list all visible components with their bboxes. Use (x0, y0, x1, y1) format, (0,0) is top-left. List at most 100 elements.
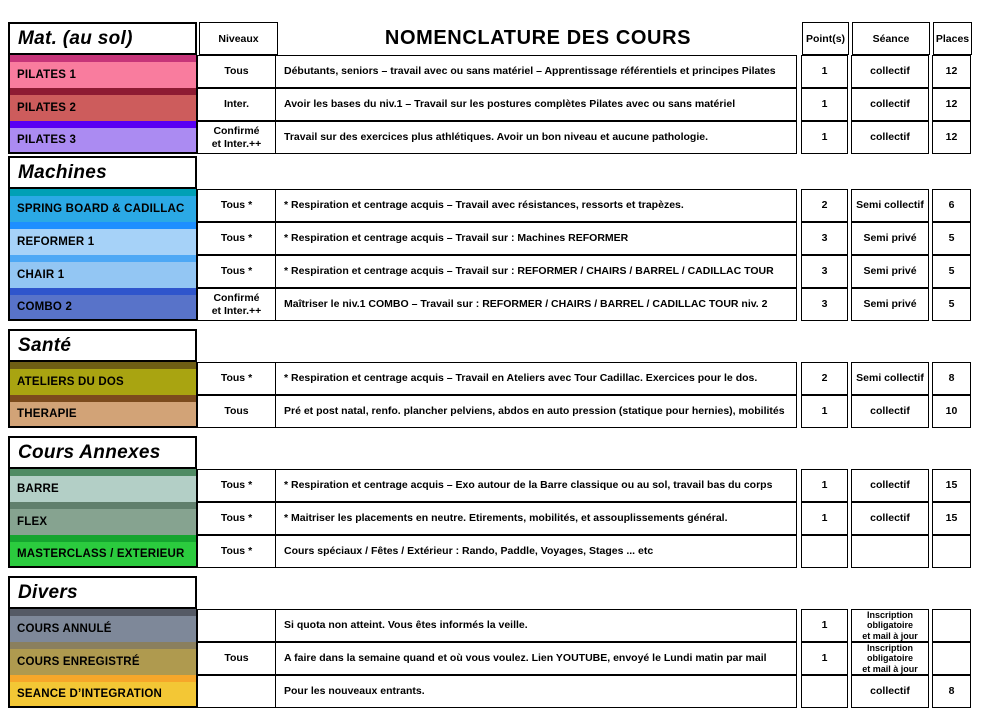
course-row: CHAIR 1 Tous * * Respiration et centrage a… (8, 255, 985, 288)
course-name: BARRE (17, 483, 59, 495)
course-label-cell: ATELIERS DU DOS (8, 362, 197, 395)
course-label-cell: PILATES 1 (8, 55, 197, 88)
course-level: Tous * (197, 469, 276, 502)
color-strip (10, 535, 196, 542)
course-row: SEANCE D’INTEGRATION Pour les nouveaux en… (8, 675, 985, 708)
course-level: Tous * (197, 535, 276, 568)
course-name: REFORMER 1 (17, 236, 95, 248)
color-strip (10, 502, 196, 509)
course-name: ATELIERS DU DOS (17, 376, 124, 388)
color-strip (10, 121, 196, 128)
course-places: 8 (932, 362, 971, 395)
course-description: Si quota non atteint. Vous êtes informés… (275, 609, 797, 642)
course-level: Tous (197, 55, 276, 88)
course-row: FLEX Tous * * Maitriser les placements en … (8, 502, 985, 535)
course-level: Tous * (197, 502, 276, 535)
course-label-cell: SEANCE D’INTEGRATION (8, 675, 197, 708)
course-label-cell: REFORMER 1 (8, 222, 197, 255)
course-row: COURS ANNULÉ Si quota non atteint. Vous ê… (8, 609, 985, 642)
course-level: Tous (197, 642, 276, 675)
course-description: A faire dans la semaine quand et où vous… (275, 642, 797, 675)
course-description: Pré et post natal, renfo. plancher pelvi… (275, 395, 797, 428)
course-name: THERAPIE (17, 408, 77, 420)
course-description: * Respiration et centrage acquis – Trava… (275, 222, 797, 255)
course-level (197, 609, 276, 642)
course-level: Confirmé et Inter.++ (197, 288, 276, 321)
course-row: BARRE Tous * * Respiration et centrage acq… (8, 469, 985, 502)
course-points: 1 (801, 121, 848, 154)
section-header-row: Santé (8, 329, 985, 362)
course-name: SPRING BOARD & CADILLAC (17, 203, 185, 215)
course-points: 1 (801, 469, 848, 502)
course-description: * Respiration et centrage acquis – Trava… (275, 255, 797, 288)
course-places: 15 (932, 502, 971, 535)
color-strip (10, 222, 196, 229)
course-row: COMBO 2 Confirmé et Inter.++ Maîtriser le … (8, 288, 985, 321)
course-label-cell: COURS ENREGISTRÉ (8, 642, 197, 675)
course-level: Inter. (197, 88, 276, 121)
section: PILATES 1 Tous Débutants, seniors – travai… (8, 55, 985, 154)
course-places: 10 (932, 395, 971, 428)
course-level (197, 675, 276, 708)
course-description: * Respiration et centrage acquis – Trava… (275, 189, 797, 222)
course-seance: collectif (851, 469, 929, 502)
course-description: * Respiration et centrage acquis – Exo a… (275, 469, 797, 502)
section-title: Divers (8, 576, 197, 609)
course-description: Travail sur des exercices plus athlétiqu… (275, 121, 797, 154)
course-points: 1 (801, 55, 848, 88)
course-points (801, 535, 848, 568)
course-name: SEANCE D’INTEGRATION (17, 688, 162, 700)
course-level: Confirmé et Inter.++ (197, 121, 276, 154)
course-points: 3 (801, 222, 848, 255)
course-row: COURS ENREGISTRÉ Tous A faire dans la sema… (8, 642, 985, 675)
course-name: FLEX (17, 516, 48, 528)
course-points: 1 (801, 609, 848, 642)
course-points: 2 (801, 362, 848, 395)
course-seance: collectif (851, 675, 929, 708)
color-strip (10, 675, 196, 682)
color-strip (10, 642, 196, 649)
course-description: Maîtriser le niv.1 COMBO – Travail sur :… (275, 288, 797, 321)
course-places: 12 (932, 121, 971, 154)
course-name: COURS ANNULÉ (17, 623, 112, 635)
color-strip (10, 362, 196, 369)
course-seance: collectif (851, 395, 929, 428)
course-row: PILATES 1 Tous Débutants, seniors – travai… (8, 55, 985, 88)
course-label-cell: MASTERCLASS / EXTERIEUR (8, 535, 197, 568)
course-places (932, 609, 971, 642)
section-title: Cours Annexes (8, 436, 197, 469)
course-level: Tous * (197, 222, 276, 255)
course-description: * Maitriser les placements en neutre. Et… (275, 502, 797, 535)
page-title: NOMENCLATURE DES COURS (384, 27, 692, 49)
course-points: 3 (801, 255, 848, 288)
course-label-cell: FLEX (8, 502, 197, 535)
course-seance: Inscription obligatoire et mail à jour (851, 642, 929, 675)
section: Cours Annexes BARRE Tous * * Respiration et… (8, 436, 985, 568)
course-row: MASTERCLASS / EXTERIEUR Tous * Cours spéci… (8, 535, 985, 568)
course-places: 12 (932, 88, 971, 121)
section-title: Santé (8, 329, 197, 362)
sections-container: PILATES 1 Tous Débutants, seniors – travai… (8, 55, 985, 708)
course-row: SPRING BOARD & CADILLAC Tous * * Respirati… (8, 189, 985, 222)
course-name: CHAIR 1 (17, 269, 65, 281)
section: Divers COURS ANNULÉ Si quota non atteint. … (8, 576, 985, 708)
course-label-cell: PILATES 3 (8, 121, 197, 154)
course-seance: Semi collectif (851, 362, 929, 395)
section: Santé ATELIERS DU DOS Tous * * Respiration … (8, 329, 985, 428)
section: Machines SPRING BOARD & CADILLAC Tous * * R… (8, 156, 985, 321)
course-description: Avoir les bases du niv.1 – Travail sur l… (275, 88, 797, 121)
table-header-row: Mat. (au sol) Niveaux NOMENCLATURE DES C… (8, 22, 985, 55)
course-description: Cours spéciaux / Fêtes / Extérieur : Ran… (275, 535, 797, 568)
course-seance (851, 535, 929, 568)
course-row: PILATES 3 Confirmé et Inter.++ Travail sur… (8, 121, 985, 154)
column-header-niveaux: Niveaux (199, 22, 278, 55)
course-points: 3 (801, 288, 848, 321)
course-name: PILATES 1 (17, 69, 77, 81)
section-header-row: Machines (8, 156, 985, 189)
course-places: 5 (932, 255, 971, 288)
color-strip (10, 469, 196, 476)
course-places: 5 (932, 288, 971, 321)
course-seance: Semi privé (851, 255, 929, 288)
course-points: 1 (801, 502, 848, 535)
course-points: 1 (801, 642, 848, 675)
